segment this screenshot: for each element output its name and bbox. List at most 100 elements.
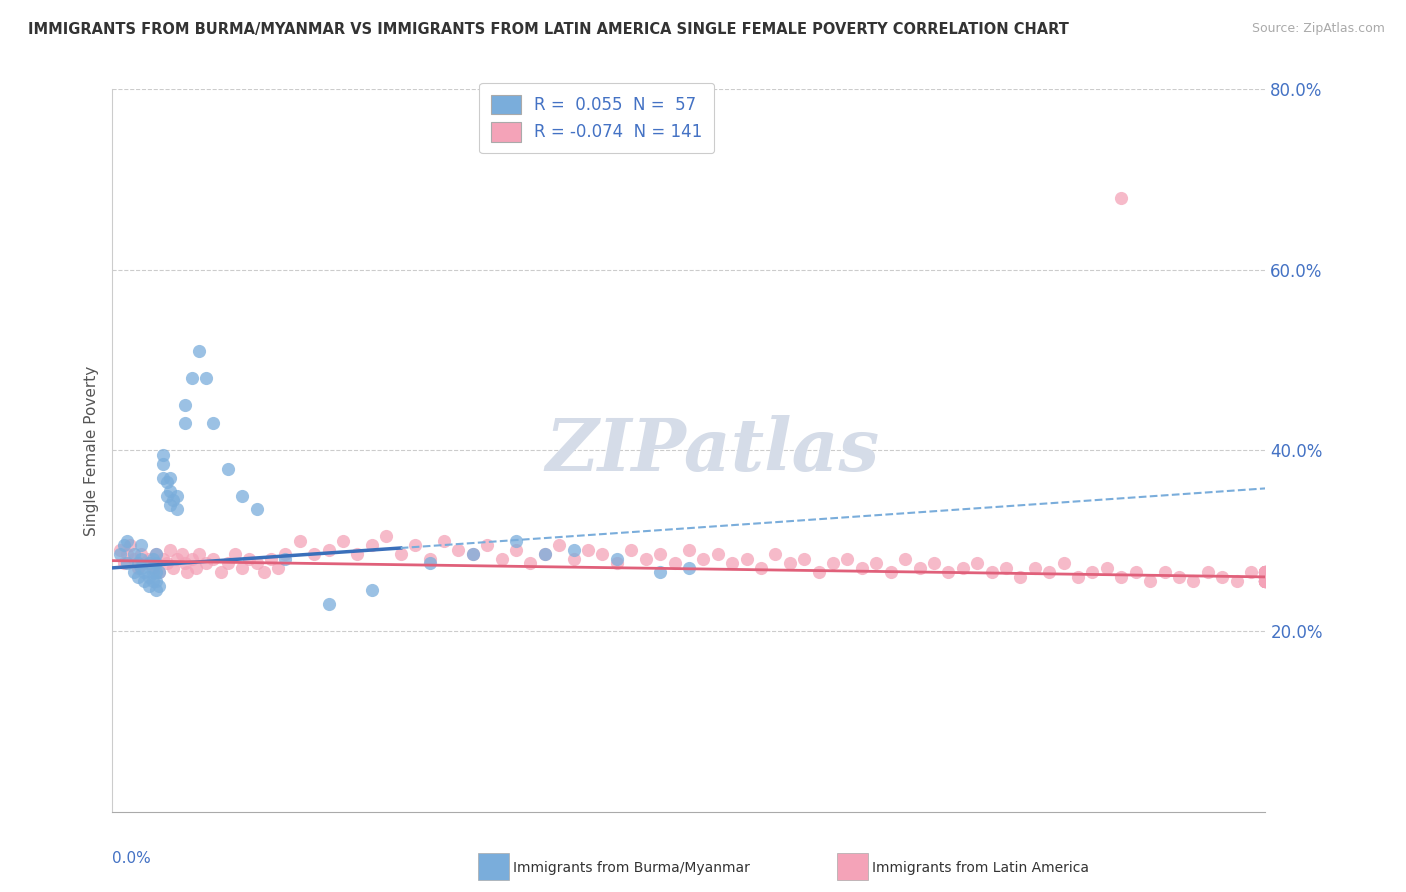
Point <box>880 566 903 580</box>
Point <box>1254 570 1277 584</box>
Text: IMMIGRANTS FROM BURMA/MYANMAR VS IMMIGRANTS FROM LATIN AMERICA SINGLE FEMALE POV: IMMIGRANTS FROM BURMA/MYANMAR VS IMMIGRA… <box>28 22 1069 37</box>
Point <box>1254 570 1277 584</box>
Point <box>491 551 513 566</box>
Point <box>274 551 297 566</box>
Point <box>267 561 290 575</box>
Point <box>115 533 138 548</box>
Point <box>145 547 167 561</box>
Point <box>238 551 260 566</box>
Point <box>122 551 145 566</box>
Point <box>765 547 787 561</box>
Point <box>1240 566 1263 580</box>
Point <box>1254 566 1277 580</box>
Point <box>519 557 541 571</box>
Point <box>1254 566 1277 580</box>
Point <box>180 371 202 385</box>
Point <box>1254 566 1277 580</box>
Point <box>253 566 276 580</box>
Point <box>202 417 225 431</box>
Point <box>166 489 188 503</box>
Point <box>346 547 368 561</box>
Point <box>1254 570 1277 584</box>
Point <box>145 574 167 589</box>
Point <box>246 502 269 516</box>
Point <box>807 566 830 580</box>
Point <box>1139 574 1161 589</box>
Point <box>461 547 484 561</box>
Point <box>159 470 181 484</box>
Point <box>122 547 145 561</box>
Point <box>1167 570 1189 584</box>
Point <box>1254 574 1277 589</box>
Point <box>779 557 801 571</box>
Point <box>865 557 887 571</box>
Legend: R =  0.055  N =  57, R = -0.074  N = 141: R = 0.055 N = 57, R = -0.074 N = 141 <box>479 83 714 153</box>
Point <box>170 547 193 561</box>
Point <box>134 566 156 580</box>
Point <box>142 566 165 580</box>
Point <box>156 489 179 503</box>
Point <box>1254 574 1277 589</box>
Point <box>129 561 153 575</box>
Point <box>145 566 167 580</box>
Point <box>606 551 628 566</box>
Point <box>360 583 382 598</box>
Point <box>129 547 153 561</box>
Point <box>576 542 599 557</box>
Point <box>148 579 170 593</box>
Point <box>142 551 165 566</box>
Point <box>707 547 730 561</box>
Point <box>980 566 1002 580</box>
Point <box>620 542 643 557</box>
Point <box>721 557 744 571</box>
Point <box>505 533 527 548</box>
Point <box>176 566 198 580</box>
Point <box>332 533 354 548</box>
Point <box>166 502 188 516</box>
Point <box>1067 570 1090 584</box>
Point <box>145 583 167 598</box>
Point <box>304 547 326 561</box>
Point <box>360 538 382 552</box>
Point <box>162 493 184 508</box>
Point <box>1254 574 1277 589</box>
Point <box>173 398 195 412</box>
Point <box>1153 566 1175 580</box>
Point <box>1125 566 1147 580</box>
Point <box>1038 566 1060 580</box>
Point <box>650 547 672 561</box>
Point <box>152 551 174 566</box>
Point <box>1254 574 1277 589</box>
Point <box>837 551 859 566</box>
Point <box>606 557 628 571</box>
Point <box>1254 570 1277 584</box>
Point <box>184 561 207 575</box>
Point <box>1111 570 1133 584</box>
Point <box>1111 191 1133 205</box>
Point <box>142 561 165 575</box>
Point <box>1254 570 1277 584</box>
Point <box>318 542 340 557</box>
Text: Immigrants from Burma/Myanmar: Immigrants from Burma/Myanmar <box>513 861 749 875</box>
Point <box>1254 574 1277 589</box>
Point <box>134 574 156 589</box>
Point <box>108 547 131 561</box>
Point <box>138 579 160 593</box>
Point <box>188 547 211 561</box>
Point <box>115 547 138 561</box>
Point <box>650 566 672 580</box>
Point <box>152 470 174 484</box>
Point <box>1254 570 1277 584</box>
Point <box>1053 557 1076 571</box>
Point <box>148 566 170 580</box>
Point <box>173 417 195 431</box>
Point <box>1095 561 1118 575</box>
Point <box>1254 574 1277 589</box>
Point <box>793 551 815 566</box>
Point <box>138 570 160 584</box>
Point <box>152 448 174 462</box>
Point <box>231 489 253 503</box>
Point <box>148 566 170 580</box>
Point <box>995 561 1018 575</box>
Text: Immigrants from Latin America: Immigrants from Latin America <box>872 861 1088 875</box>
